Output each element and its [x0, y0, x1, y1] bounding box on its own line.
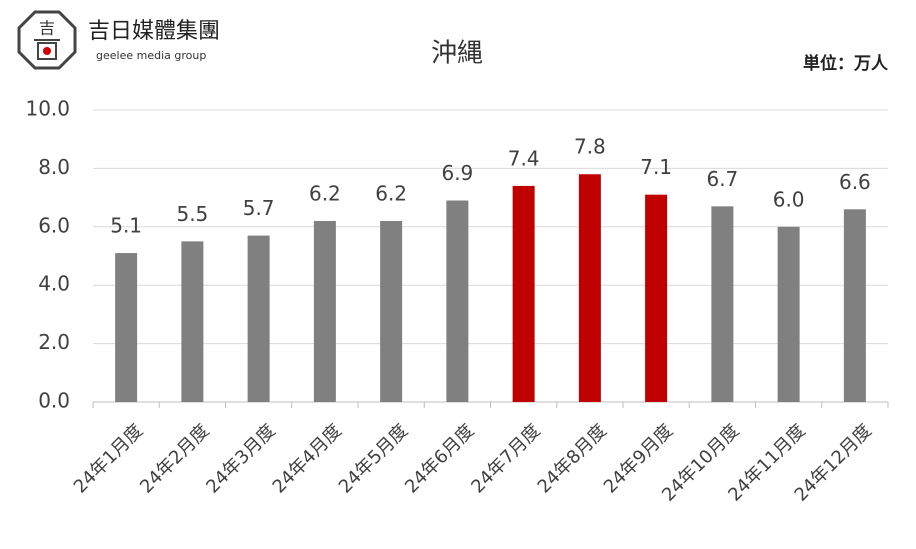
x-tick-label: 24年2月度	[136, 420, 213, 497]
value-label: 6.2	[375, 181, 407, 205]
brand-subtitle: geelee media group	[96, 49, 206, 62]
value-label: 7.8	[574, 135, 606, 159]
value-label: 5.1	[110, 214, 142, 238]
bar	[512, 185, 535, 402]
value-label: 7.1	[640, 155, 672, 179]
bar	[645, 194, 668, 402]
bar	[247, 235, 270, 402]
bar	[446, 200, 469, 402]
value-label: 6.2	[309, 181, 341, 205]
bar	[578, 174, 601, 402]
svg-text:吉: 吉	[39, 19, 55, 38]
logo: 吉	[17, 10, 77, 70]
value-label: 6.6	[839, 170, 871, 194]
value-label: 5.5	[176, 202, 208, 226]
value-label: 6.7	[706, 167, 738, 191]
bar	[777, 226, 800, 402]
y-tick-label: 2.0	[38, 330, 70, 354]
y-tick-label: 10.0	[25, 97, 70, 121]
x-tick-label: 24年1月度	[70, 420, 147, 497]
x-tick-label: 24年3月度	[202, 420, 279, 497]
value-label: 6.0	[773, 187, 805, 211]
brand: 吉日媒體集團	[88, 19, 220, 44]
x-tick-label: 24年6月度	[401, 420, 478, 497]
bar	[843, 209, 866, 402]
bar	[181, 241, 204, 402]
bar	[380, 220, 403, 402]
x-tick-label: 24年4月度	[269, 420, 346, 497]
y-tick-label: 8.0	[38, 155, 70, 179]
value-label: 6.9	[441, 161, 473, 185]
y-tick-label: 6.0	[38, 213, 70, 237]
y-tick-label: 4.0	[38, 272, 70, 296]
x-tick-label: 24年7月度	[467, 420, 544, 497]
x-tick-label: 24年5月度	[335, 420, 412, 497]
bar	[711, 206, 734, 402]
value-label: 5.7	[243, 196, 275, 220]
bar	[313, 220, 336, 402]
value-label: 7.4	[508, 146, 540, 170]
unit-label: 単位：万人	[803, 53, 889, 74]
y-tick-label: 0.0	[38, 389, 70, 413]
bar	[115, 253, 138, 402]
chart-title: 沖縄	[431, 39, 483, 69]
x-tick-label: 24年8月度	[534, 420, 611, 497]
